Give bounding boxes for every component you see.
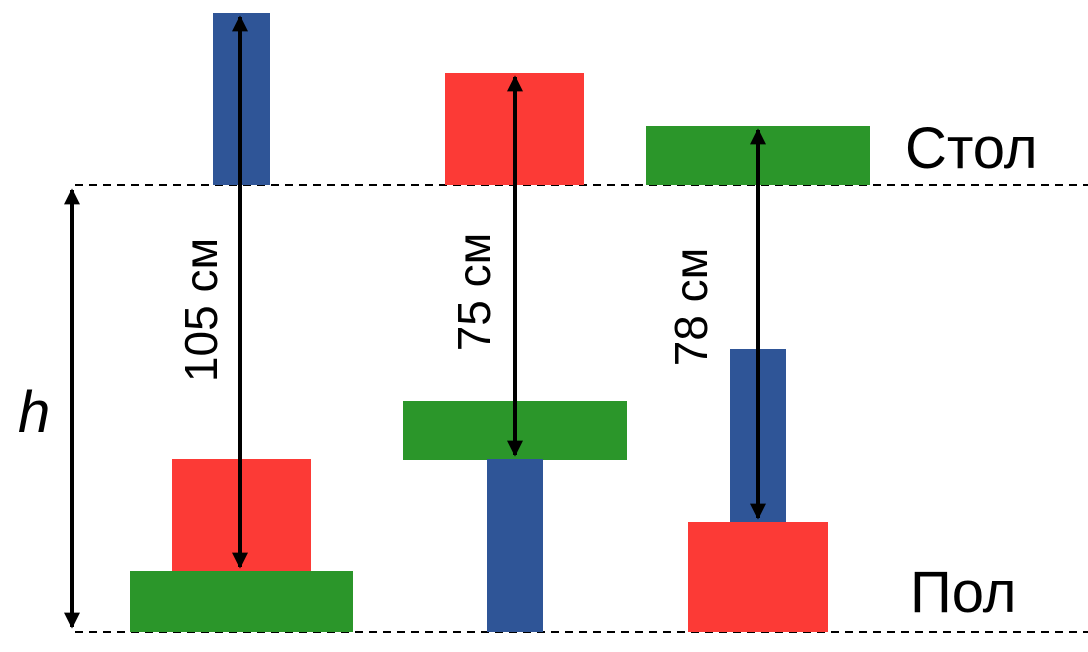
floor-label: Пол bbox=[910, 560, 1017, 625]
blue-block bbox=[487, 459, 543, 632]
table-label: Стол bbox=[905, 116, 1038, 181]
measurement: 75 см bbox=[448, 233, 500, 352]
green-block bbox=[130, 571, 353, 632]
height-label: h bbox=[18, 380, 50, 445]
measurement: 105 см bbox=[175, 238, 227, 382]
measurement: 78 см bbox=[665, 248, 717, 367]
red-block bbox=[688, 522, 828, 632]
